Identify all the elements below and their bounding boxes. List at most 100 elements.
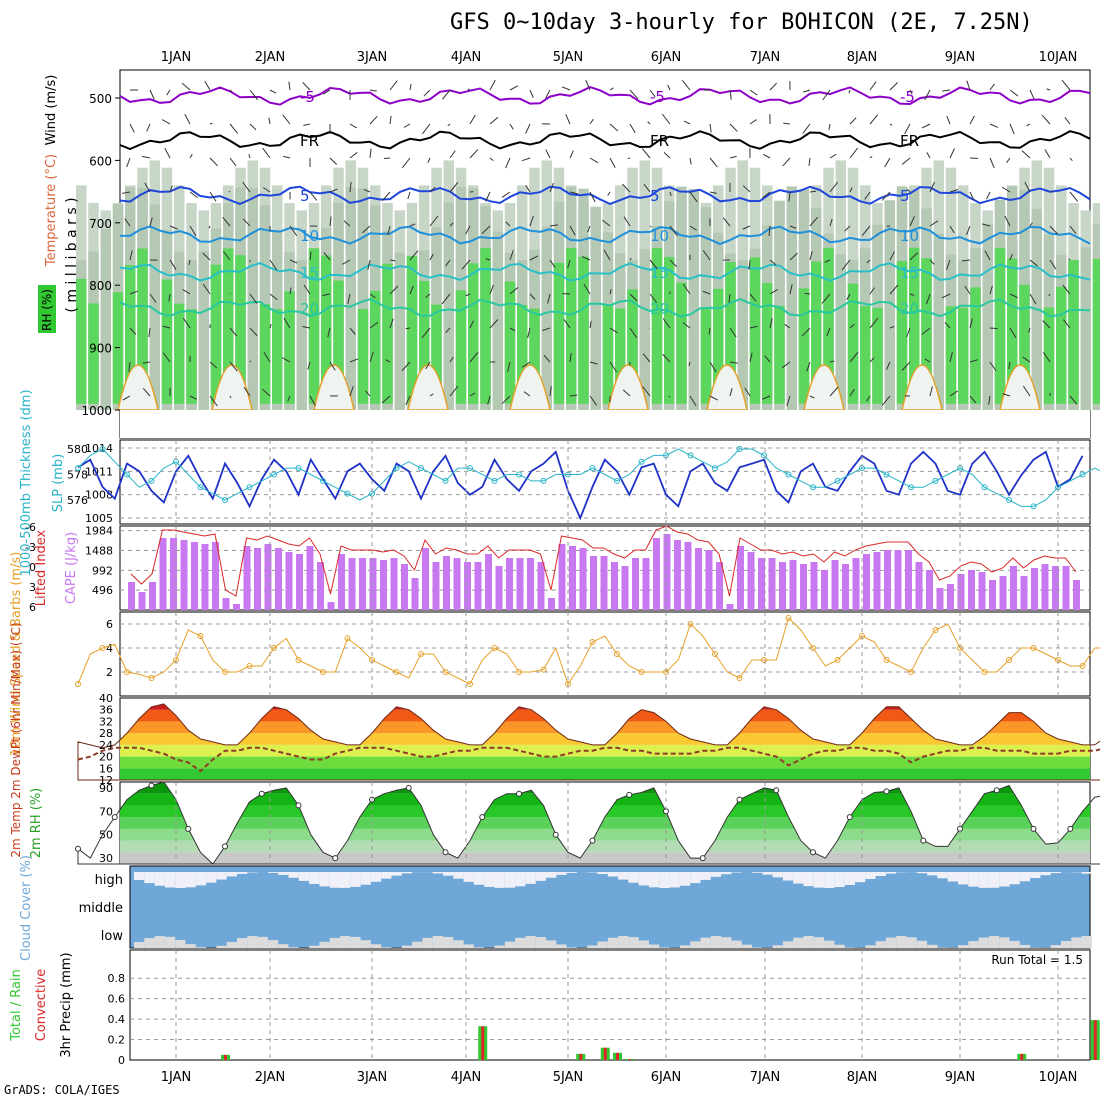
- high-cloud-cell: [1019, 872, 1031, 882]
- wind-barb: [445, 259, 451, 267]
- thickness-line-marker: [810, 484, 816, 491]
- wind-barb: [869, 155, 873, 159]
- cape-bar: [1062, 566, 1070, 610]
- rh-tick: 70: [99, 805, 113, 818]
- cape-bar: [485, 554, 492, 610]
- low-cloud-cell: [473, 947, 485, 948]
- low-cloud-cell: [401, 945, 413, 948]
- wind10-line: [77, 617, 1100, 686]
- wind-barb: [429, 253, 434, 261]
- wind-barb: [423, 89, 431, 97]
- isotherm-label: 5: [300, 187, 310, 205]
- wind-barb: [989, 83, 995, 91]
- cape-bar: [863, 554, 870, 610]
- pressure-tick: 600: [89, 154, 112, 168]
- cape-bar: [821, 570, 828, 610]
- high-cloud-cell: [1050, 872, 1061, 874]
- wind-barb: [609, 289, 612, 295]
- wind-barb: [249, 89, 259, 101]
- rh-marker: [442, 849, 449, 856]
- wind-barb: [349, 358, 359, 363]
- wind-barb: [509, 327, 516, 332]
- cape-bar: [779, 562, 786, 610]
- wind10-tick: 6: [106, 618, 113, 631]
- wind-barb: [547, 293, 551, 304]
- cape-bar: [852, 558, 860, 610]
- wind-barb: [689, 191, 698, 203]
- wind-barb: [662, 318, 671, 329]
- wind-barb: [162, 325, 171, 329]
- wind-barb: [1009, 327, 1017, 339]
- cape-bar: [254, 548, 261, 610]
- cape-bar: [222, 598, 230, 610]
- wind-barb: [343, 220, 351, 227]
- wind-barb: [1062, 319, 1071, 329]
- low-cloud-cell: [906, 937, 917, 948]
- wind-barb: [527, 327, 531, 339]
- wind-barb: [248, 154, 251, 159]
- wind-barb: [989, 285, 993, 295]
- rh-band-mid: [198, 251, 209, 410]
- low-cloud-cell: [597, 941, 608, 948]
- wind-barb: [169, 185, 173, 193]
- wind-barb: [669, 225, 678, 237]
- wind-barb: [529, 215, 534, 227]
- wind-barb: [322, 293, 331, 296]
- wind-barb: [742, 225, 751, 230]
- wind-barb: [383, 157, 391, 160]
- wind-barb: [929, 259, 935, 265]
- cape-bar: [380, 560, 387, 610]
- wind-barb: [289, 225, 298, 236]
- isotherm-20: [119, 298, 1091, 318]
- wind-barb: [182, 289, 191, 295]
- wind-barb: [789, 284, 793, 295]
- low-cloud-cell: [1019, 944, 1031, 948]
- rh-band-green: [615, 308, 626, 404]
- high-cloud-cell: [865, 872, 876, 879]
- wind-barb: [209, 122, 213, 125]
- wind-barb: [846, 293, 851, 300]
- date-label-top: 10JAN: [1039, 50, 1078, 65]
- low-cloud-cell: [999, 937, 1010, 948]
- wind-barb: [389, 115, 392, 125]
- rh-band-green: [235, 255, 246, 404]
- wind-barb: [289, 287, 292, 295]
- wind-barb: [989, 123, 999, 128]
- high-cloud-cell: [463, 872, 474, 882]
- high-cloud-cell: [298, 872, 310, 881]
- cape-bar: [653, 538, 660, 610]
- thickness-line-marker: [883, 471, 890, 478]
- wind-barb: [529, 293, 536, 300]
- wind-barb: [829, 153, 837, 159]
- wind-barb: [365, 390, 371, 397]
- wind-barb: [505, 157, 511, 169]
- ylabel-lifted-index: Lifted Index: [34, 529, 49, 606]
- pressure-tick: 700: [89, 217, 112, 231]
- low-cloud-cell: [1061, 940, 1072, 948]
- thickness-tick: 578: [67, 469, 88, 482]
- wind-barb: [781, 361, 791, 369]
- isotherm--5: [119, 86, 1091, 106]
- wind10-panel-frame: [119, 611, 1091, 697]
- wind-barb: [242, 181, 251, 193]
- wind-barb: [969, 115, 975, 125]
- low-cloud-cell: [741, 944, 752, 948]
- wind-barb: [403, 123, 411, 128]
- thickness-line-marker: [197, 484, 204, 491]
- wind-barb: [609, 123, 619, 132]
- cape-bar: [558, 544, 566, 610]
- cape-bar: [201, 544, 209, 610]
- thickness-line-marker: [246, 484, 253, 491]
- temp-tick: 20: [99, 751, 113, 764]
- thickness-line-marker: [932, 477, 939, 484]
- legend-rain: Total / Rain: [9, 969, 24, 1042]
- wind-barb: [249, 327, 258, 337]
- rh-band-green: [700, 308, 712, 404]
- date-label-bottom: 4JAN: [451, 1070, 482, 1085]
- wind-barb: [189, 225, 197, 237]
- rh-band-green: [357, 308, 369, 404]
- wind-barb: [849, 388, 855, 397]
- wind10-line-marker: [810, 645, 816, 651]
- wind-barb: [369, 293, 376, 299]
- wind-barb: [909, 252, 919, 261]
